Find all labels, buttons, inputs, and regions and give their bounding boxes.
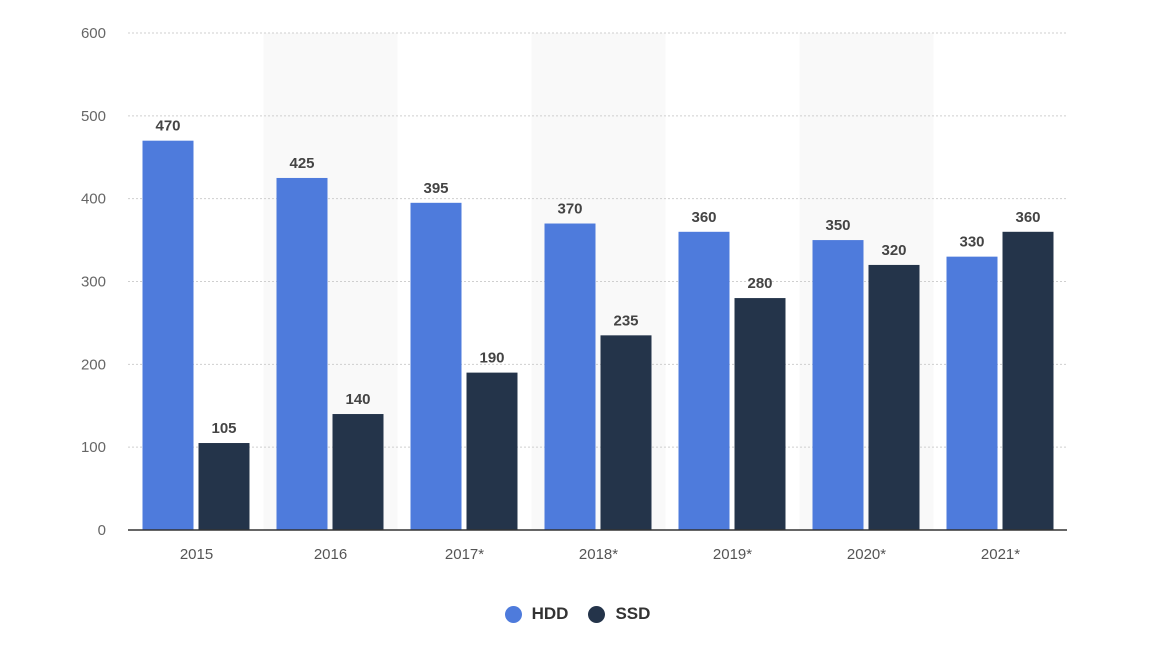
legend-item-hdd[interactable]: HDD xyxy=(504,604,569,624)
bar-hdd xyxy=(946,256,998,530)
y-axis-ticks: 0 100 200 300 400 500 600 xyxy=(81,25,106,539)
legend-label-ssd: SSD xyxy=(615,604,651,623)
data-label-ssd: 105 xyxy=(211,420,236,437)
bar-ssd xyxy=(466,372,518,530)
data-label-hdd: 425 xyxy=(289,155,314,172)
x-tick-label: 2015 xyxy=(180,546,213,563)
bar-hdd xyxy=(276,177,328,531)
bar-ssd xyxy=(332,414,384,530)
x-tick-label: 2020* xyxy=(847,546,886,563)
data-label-ssd: 280 xyxy=(747,275,772,292)
y-tick-label: 300 xyxy=(81,274,106,291)
y-tick-label: 0 xyxy=(98,522,106,539)
legend-swatch-hdd xyxy=(504,605,522,623)
bar-hdd xyxy=(812,240,864,531)
x-tick-label: 2017* xyxy=(445,546,484,563)
bar-hdd xyxy=(142,140,194,530)
data-label-hdd: 370 xyxy=(557,201,582,218)
data-labels: 470 105 425 140 395 190 370 235 360 280 350 320 330 3… xyxy=(155,118,1040,437)
data-label-ssd: 360 xyxy=(1015,209,1040,226)
y-tick-label: 400 xyxy=(81,191,106,208)
x-tick-label: 2018* xyxy=(579,546,618,563)
data-label-ssd: 140 xyxy=(345,391,370,408)
data-label-ssd: 235 xyxy=(613,312,638,329)
data-label-hdd: 330 xyxy=(959,234,984,251)
legend-swatch-ssd xyxy=(588,605,606,623)
bar-ssd xyxy=(600,335,652,530)
bar-ssd xyxy=(734,298,786,530)
x-tick-label: 2016 xyxy=(314,546,347,563)
y-tick-label: 200 xyxy=(81,356,106,373)
y-tick-label: 600 xyxy=(81,25,106,42)
data-label-hdd: 395 xyxy=(423,180,448,197)
data-label-hdd: 470 xyxy=(155,118,180,135)
data-label-hdd: 350 xyxy=(825,217,850,234)
y-tick-label: 500 xyxy=(81,108,106,125)
bar-ssd xyxy=(1002,231,1054,531)
bar-hdd xyxy=(678,231,730,531)
bar-hdd xyxy=(410,202,462,530)
data-label-ssd: 320 xyxy=(881,242,906,259)
bars xyxy=(142,140,1054,531)
bar-hdd xyxy=(544,223,596,530)
legend: HDD SSD xyxy=(0,604,1155,624)
data-label-ssd: 190 xyxy=(479,350,504,367)
y-tick-label: 100 xyxy=(81,439,106,456)
legend-label-hdd: HDD xyxy=(531,604,569,623)
data-label-hdd: 360 xyxy=(691,209,716,226)
x-tick-label: 2021* xyxy=(981,546,1020,563)
bar-ssd xyxy=(868,264,920,530)
x-tick-label: 2019* xyxy=(713,546,752,563)
legend-item-ssd[interactable]: SSD xyxy=(588,604,650,624)
bar-ssd xyxy=(198,443,250,530)
x-axis-ticks: 2015 2016 2017* 2018* 2019* 2020* 2021* xyxy=(180,546,1020,563)
